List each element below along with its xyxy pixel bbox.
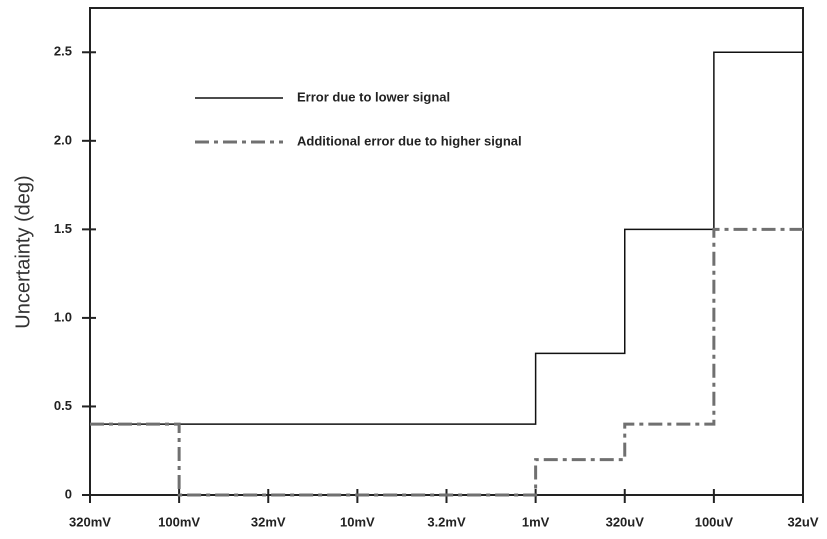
- x-tick-label: 100mV: [158, 514, 200, 529]
- y-tick-label: 0: [65, 486, 72, 501]
- y-axis-label: Uncertainty (deg): [12, 175, 34, 328]
- y-tick-label: 1.5: [54, 221, 72, 236]
- x-tick-label: 10mV: [340, 514, 375, 529]
- series-line: [90, 51, 803, 425]
- y-tick-label: 2.0: [54, 132, 72, 147]
- legend-label: Error due to lower signal: [297, 89, 450, 104]
- plot-frame: [89, 7, 804, 496]
- y-tick-label: 0.5: [54, 398, 72, 413]
- x-tick-label: 3.2mV: [427, 514, 466, 529]
- x-tick-label: 32uV: [787, 514, 818, 529]
- x-tick-label: 320uV: [606, 514, 645, 529]
- x-tick-label: 32mV: [251, 514, 286, 529]
- y-tick-label: 1.0: [54, 309, 72, 324]
- series-line: [90, 227, 803, 497]
- x-tick-label: 1mV: [522, 514, 550, 529]
- y-tick-label: 2.5: [54, 44, 72, 59]
- x-tick-label: 320mV: [69, 514, 111, 529]
- legend-label: Additional error due to higher signal: [297, 133, 522, 148]
- x-tick-label: 100uV: [695, 514, 734, 529]
